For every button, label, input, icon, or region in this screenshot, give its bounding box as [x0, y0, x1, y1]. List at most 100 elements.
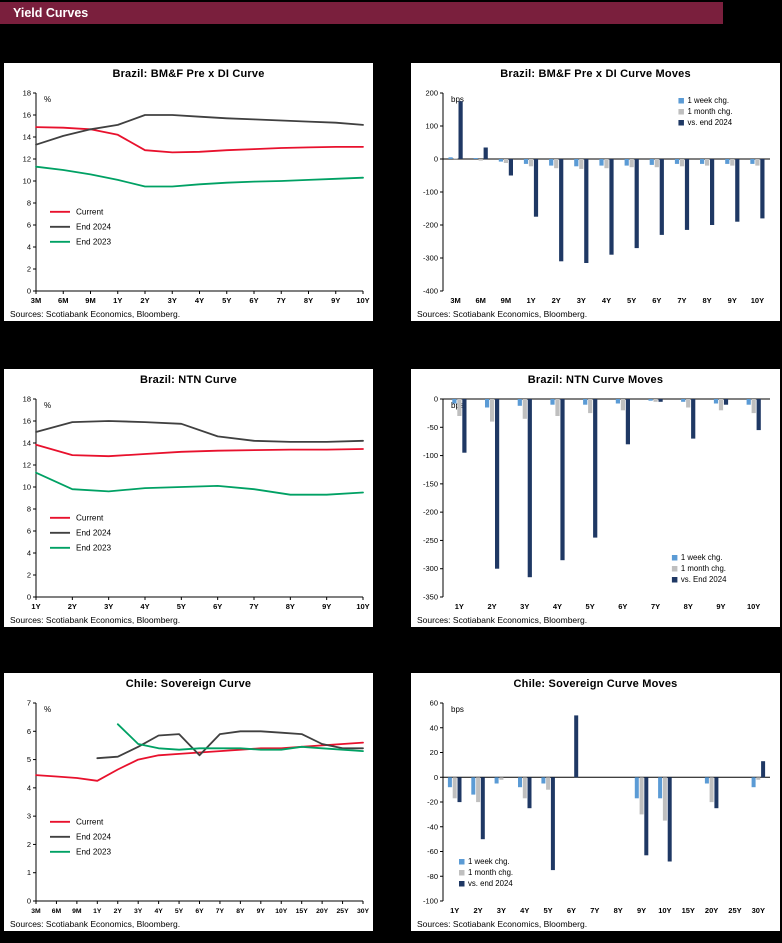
chart-title: Brazil: BM&F Pre x DI Curve Moves: [500, 68, 691, 80]
svg-text:1 month chg.: 1 month chg.: [687, 107, 732, 116]
svg-text:3Y: 3Y: [577, 296, 586, 305]
svg-text:3M: 3M: [31, 296, 41, 305]
svg-text:3: 3: [27, 812, 31, 821]
svg-text:3Y: 3Y: [497, 906, 506, 915]
panel-chile-sovereign-curve-moves: Chile: Sovereign Curve Moves 60 40 20 0 -20 -…: [410, 672, 781, 932]
svg-text:-150: -150: [423, 479, 438, 488]
svg-text:-250: -250: [423, 536, 438, 545]
svg-text:2Y: 2Y: [487, 602, 496, 611]
svg-text:18: 18: [23, 89, 31, 98]
svg-text:25Y: 25Y: [728, 906, 741, 915]
svg-text:9Y: 9Y: [637, 906, 646, 915]
svg-text:10Y: 10Y: [751, 296, 764, 305]
svg-text:7Y: 7Y: [277, 296, 286, 305]
svg-text:0: 0: [27, 897, 31, 906]
chart-brazil-ntn-curve: 0 2 4 6 8 10 12 14 16 18% 1Y 2Y 3Y 4Y 5Y 6Y 7Y 8Y 9Y 10Y Cur…: [23, 395, 370, 612]
svg-text:5Y: 5Y: [175, 908, 184, 915]
chart-title: Chile: Sovereign Curve: [125, 678, 252, 690]
svg-text:10Y: 10Y: [658, 906, 671, 915]
svg-text:6: 6: [27, 727, 31, 736]
svg-text:2: 2: [27, 265, 31, 274]
sources-note: Sources: Scotiabank Economics, Bloomberg…: [417, 615, 588, 625]
svg-text:-350: -350: [423, 593, 438, 602]
svg-text:End 2023: End 2023: [76, 544, 112, 553]
svg-text:6M: 6M: [476, 296, 486, 305]
svg-text:Current: Current: [76, 208, 104, 217]
svg-text:bps: bps: [451, 705, 464, 714]
svg-text:4Y: 4Y: [520, 906, 529, 915]
svg-text:5: 5: [27, 755, 31, 764]
svg-text:60: 60: [430, 699, 438, 708]
svg-text:0: 0: [27, 593, 31, 602]
page-title: Yield Curves: [13, 6, 89, 20]
header-bar: Yield Curves: [0, 2, 723, 24]
svg-text:0: 0: [27, 287, 31, 296]
svg-text:8Y: 8Y: [236, 908, 245, 915]
svg-text:1Y: 1Y: [455, 602, 464, 611]
panel-brazil-ntn-curve-moves: Brazil: NTN Curve Moves 0 -50 -100 -150 -200…: [410, 368, 781, 628]
svg-text:9Y: 9Y: [257, 908, 266, 915]
svg-text:9Y: 9Y: [728, 296, 737, 305]
svg-text:10: 10: [23, 483, 31, 492]
svg-text:5Y: 5Y: [586, 602, 595, 611]
svg-text:3M: 3M: [450, 296, 460, 305]
svg-text:1 week chg.: 1 week chg.: [687, 96, 729, 105]
svg-text:12: 12: [23, 155, 31, 164]
chart-title: Brazil: NTN Curve: [140, 374, 237, 386]
svg-text:6Y: 6Y: [195, 908, 204, 915]
svg-text:7Y: 7Y: [677, 296, 686, 305]
svg-text:0: 0: [434, 395, 438, 404]
svg-text:15Y: 15Y: [296, 908, 309, 915]
svg-text:15Y: 15Y: [682, 906, 695, 915]
svg-text:9Y: 9Y: [716, 602, 725, 611]
svg-text:7Y: 7Y: [590, 906, 599, 915]
svg-text:%: %: [44, 401, 51, 410]
chart-title: Brazil: BM&F Pre x DI Curve: [112, 68, 265, 80]
svg-text:10Y: 10Y: [356, 602, 369, 611]
svg-text:9M: 9M: [501, 296, 511, 305]
svg-text:4Y: 4Y: [553, 602, 562, 611]
svg-text:2Y: 2Y: [552, 296, 561, 305]
chart-chile-sovereign-curve: 0 1 2 3 4 5 6 7% 3M 6M 9M 1Y 2Y 3Y 4Y 5Y 6Y 7Y 8Y 9Y 10Y 15Y 2…: [27, 699, 370, 916]
svg-text:1 month chg.: 1 month chg.: [468, 868, 513, 877]
svg-text:10Y: 10Y: [356, 296, 369, 305]
svg-text:End 2024: End 2024: [76, 529, 112, 538]
svg-text:6: 6: [27, 527, 31, 536]
svg-text:100: 100: [425, 122, 438, 131]
svg-text:-50: -50: [427, 423, 438, 432]
svg-text:16: 16: [23, 111, 31, 120]
panel-chile-sovereign-curve: Chile: Sovereign Curve 0 1 2 3 4 5 6 7% 3M 6M 9M 1Y…: [3, 672, 374, 932]
svg-text:4Y: 4Y: [602, 296, 611, 305]
svg-text:9Y: 9Y: [322, 602, 331, 611]
svg-text:8Y: 8Y: [614, 906, 623, 915]
svg-text:7Y: 7Y: [651, 602, 660, 611]
svg-text:10: 10: [23, 177, 31, 186]
svg-text:End 2024: End 2024: [76, 833, 112, 842]
svg-text:20Y: 20Y: [705, 906, 718, 915]
sources-note: Sources: Scotiabank Economics, Bloomberg…: [417, 919, 588, 929]
chart-brazil-ntn-curve-moves: 0-50-100-150-200-250-300-350bps1Y2Y3Y4Y5…: [423, 395, 770, 611]
svg-text:2: 2: [27, 840, 31, 849]
svg-text:8Y: 8Y: [703, 296, 712, 305]
svg-text:3Y: 3Y: [168, 296, 177, 305]
svg-text:1Y: 1Y: [31, 602, 40, 611]
svg-text:Current: Current: [76, 818, 104, 827]
svg-text:1 month chg.: 1 month chg.: [681, 564, 726, 573]
chart-title: Chile: Sovereign Curve Moves: [513, 678, 678, 690]
svg-text:2Y: 2Y: [114, 908, 123, 915]
svg-text:-40: -40: [427, 822, 438, 831]
svg-text:End 2024: End 2024: [76, 223, 112, 232]
panel-brazil-bmf-curve-moves: Brazil: BM&F Pre x DI Curve Moves 200 100…: [410, 62, 781, 322]
svg-text:3Y: 3Y: [104, 602, 113, 611]
svg-text:16: 16: [23, 417, 31, 426]
sources-note: Sources: Scotiabank Economics, Bloomberg…: [10, 309, 181, 319]
svg-text:-60: -60: [427, 847, 438, 856]
svg-text:%: %: [44, 95, 51, 104]
svg-text:20: 20: [430, 748, 438, 757]
svg-text:vs. End 2024: vs. End 2024: [681, 575, 727, 584]
svg-text:8Y: 8Y: [286, 602, 295, 611]
svg-text:-80: -80: [427, 872, 438, 881]
svg-text:bps: bps: [451, 95, 464, 104]
svg-text:4Y: 4Y: [154, 908, 163, 915]
